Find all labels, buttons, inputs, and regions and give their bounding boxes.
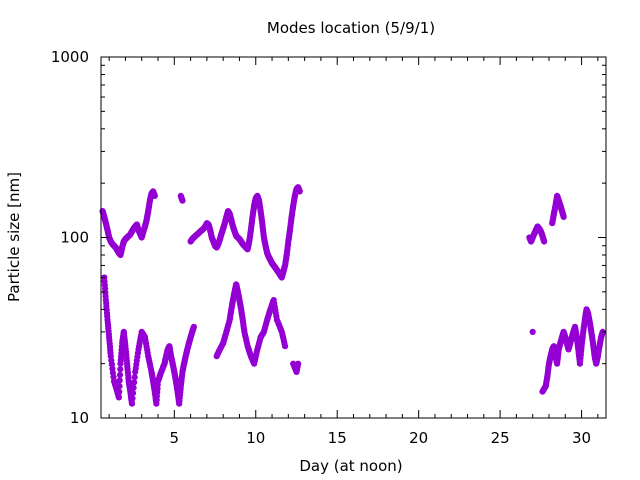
data-point-interp	[117, 366, 124, 373]
data-point	[115, 394, 122, 401]
data-point	[529, 328, 536, 335]
x-tick-label: 20	[409, 429, 428, 447]
y-tick-label: 100	[60, 229, 89, 247]
data-point	[296, 188, 303, 195]
x-tick-label: 15	[328, 429, 347, 447]
data-point-interp	[129, 395, 136, 402]
data-point-interp	[116, 371, 124, 378]
chart-title: Modes location (5/9/1)	[267, 19, 435, 37]
y-tick-label: 1000	[51, 48, 89, 66]
x-axis-label: Day (at noon)	[299, 457, 402, 475]
y-axis-label: Particle size [nm]	[5, 172, 23, 302]
x-tick-label: 5	[170, 429, 180, 447]
x-tick-label: 25	[491, 429, 510, 447]
data-points	[99, 184, 606, 407]
data-point-interp	[116, 388, 123, 395]
data-point	[128, 400, 136, 407]
data-point-interp	[131, 374, 138, 381]
y-tick-label: 10	[70, 409, 89, 427]
data-point	[190, 323, 197, 330]
data-point	[560, 213, 567, 220]
data-point	[295, 360, 302, 367]
axis-ticks: 5 10 15 20 25 30 10 100 1000	[51, 48, 606, 447]
data-point-interp	[129, 390, 137, 397]
data-point-interp	[116, 383, 123, 390]
x-tick-label: 30	[572, 429, 591, 447]
data-point-interp	[130, 384, 137, 391]
data-point-interp	[116, 377, 123, 384]
data-point	[151, 192, 158, 199]
data-point	[541, 238, 548, 245]
data-point	[179, 197, 186, 204]
data-point-interp	[131, 379, 138, 386]
data-point	[282, 343, 289, 350]
x-tick-label: 10	[246, 429, 265, 447]
